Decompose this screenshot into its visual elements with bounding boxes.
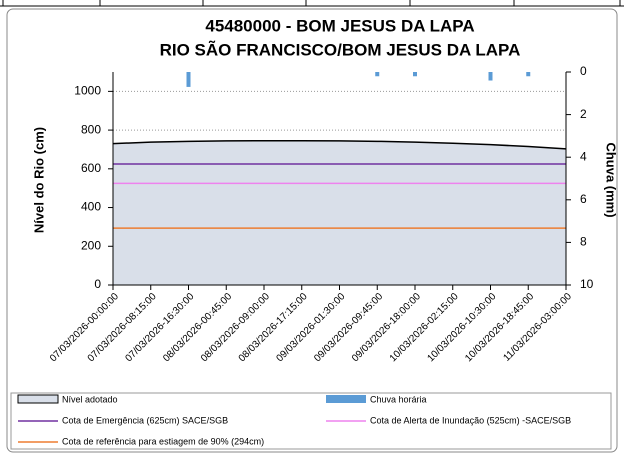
top-table <box>0 0 624 7</box>
legend-label: Chuva horária <box>370 394 427 404</box>
legend-swatch <box>17 394 59 404</box>
rain-bar <box>186 72 191 87</box>
y-tick-label: 600 <box>81 161 101 175</box>
rain-bar <box>526 72 531 77</box>
y2-tick-label: 4 <box>580 149 587 163</box>
chart-title: 45480000 - BOM JESUS DA LAPA <box>205 16 474 35</box>
legend-label: Nível adotado <box>62 394 118 404</box>
legend-label: Cota de referência para estiagem de 90% … <box>62 436 264 446</box>
y-tick-label: 800 <box>81 122 101 136</box>
rain-bar <box>488 72 493 81</box>
rain-bar <box>413 72 417 77</box>
legend-swatch <box>326 395 366 403</box>
chart-subtitle: RIO SÃO FRANCISCO/BOM JESUS DA LAPA <box>160 39 521 59</box>
y2-tick-label: 6 <box>580 192 587 206</box>
y2-tick-label: 0 <box>580 64 587 78</box>
y2-axis-title: Chuva (mm) <box>604 142 619 217</box>
y-axis-title: Nível do Rio (cm) <box>31 127 46 233</box>
area-fill <box>113 140 566 285</box>
y-tick-label: 200 <box>81 238 101 252</box>
y2-tick-label: 2 <box>580 107 587 121</box>
area-line <box>112 139 567 150</box>
rain-bar <box>375 72 380 77</box>
y-tick-label: 400 <box>81 200 101 214</box>
legend-label: Cota de Alerta de Inundação (525cm) -SAC… <box>370 415 571 425</box>
legend-label: Cota de Emergência (625cm) SACE/SGB <box>62 415 228 425</box>
y-tick-label: 1000 <box>74 84 101 98</box>
y2-tick-label: 8 <box>580 235 587 249</box>
legend-frame <box>10 392 612 450</box>
y-tick-label: 0 <box>94 277 101 291</box>
y2-tick-label: 10 <box>580 277 594 291</box>
